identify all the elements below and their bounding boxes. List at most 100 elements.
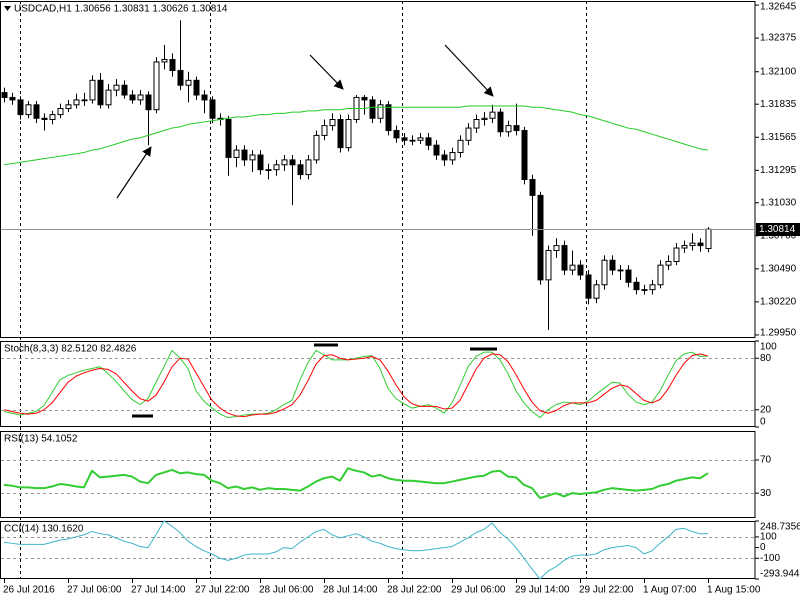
candle-body	[49, 114, 56, 120]
candle-body	[313, 134, 320, 161]
candle-body	[561, 245, 568, 271]
candle-body	[137, 94, 144, 101]
candle-body	[57, 107, 64, 116]
candle-body	[305, 159, 312, 176]
candle-body	[97, 79, 104, 106]
candle-body	[65, 104, 72, 109]
y-tick-label: 248.7356	[760, 522, 800, 533]
candle-body	[401, 137, 408, 141]
x-tick-label: 29 Jul 22:00	[579, 585, 634, 596]
candle-body	[657, 264, 664, 286]
candle-body	[321, 125, 328, 136]
pane-frame	[0, 341, 756, 427]
candle-body	[25, 104, 32, 116]
pane-title: RSI(13) 54.1052	[4, 434, 78, 445]
candle-body	[105, 89, 112, 106]
candle-body	[361, 96, 368, 101]
candle-body	[585, 274, 592, 299]
candle-body	[545, 249, 552, 281]
candle-body	[673, 247, 680, 262]
y-tick-label: 1.31565	[760, 132, 797, 143]
collapse-icon	[4, 6, 11, 11]
candle-body	[329, 118, 336, 127]
y-tick-label: 100	[760, 532, 777, 543]
candle-body	[569, 264, 576, 271]
y-tick-label: 1.30490	[760, 263, 797, 274]
indicator-line	[3, 353, 709, 418]
arrow	[309, 54, 344, 90]
y-tick-label: 30	[760, 488, 772, 499]
candle-body	[441, 154, 448, 161]
pane-frame	[0, 1, 756, 338]
y-tick-label: 80	[760, 353, 772, 364]
indicator-line	[3, 349, 709, 419]
candle-body	[185, 79, 192, 86]
candle-body	[417, 137, 424, 141]
candle-body	[425, 137, 432, 146]
candle-body	[505, 125, 512, 133]
candle-body	[1, 92, 8, 98]
candle-body	[281, 159, 288, 166]
candle-body	[289, 159, 296, 166]
candle-body	[73, 99, 80, 106]
x-tick-label: 26 Jul 2016	[3, 585, 55, 596]
candle-body	[537, 194, 544, 281]
candle-body	[89, 79, 96, 101]
candle-body	[481, 117, 488, 120]
pane-title: Stoch(8,3,3) 82.5120 82.4826	[4, 344, 137, 355]
pane-title: CCI(14) 130.1620	[4, 524, 84, 535]
x-tick-label: 27 Jul 22:00	[195, 585, 250, 596]
candle-body	[129, 94, 136, 101]
candle-body	[9, 96, 16, 101]
y-tick-label: 1.31835	[760, 99, 797, 110]
candle-body	[145, 94, 152, 111]
candle-body	[249, 154, 256, 161]
candle-body	[529, 178, 536, 196]
candle-body	[465, 127, 472, 141]
candle-body	[241, 149, 248, 161]
candle-body	[553, 245, 560, 251]
y-tick-label: -293.9443	[760, 569, 800, 580]
moving-average	[3, 105, 709, 166]
candle-body	[593, 284, 600, 299]
pane-frame	[0, 431, 756, 518]
y-tick-label: 0	[760, 417, 766, 428]
candle-body	[497, 111, 504, 133]
x-tick-label: 28 Jul 22:00	[387, 585, 442, 596]
candle-body	[345, 118, 352, 149]
candle-body	[665, 260, 672, 266]
annotations	[116, 44, 497, 418]
x-tick-label: 27 Jul 06:00	[67, 585, 122, 596]
x-tick-label: 28 Jul 14:00	[323, 585, 378, 596]
candle-body	[449, 152, 456, 161]
candle-body	[625, 269, 632, 283]
candle-body	[513, 125, 520, 132]
candle-body	[433, 144, 440, 156]
candle-body	[337, 118, 344, 149]
arrow	[116, 146, 152, 199]
candle-body	[369, 99, 376, 119]
candle-body	[113, 84, 120, 91]
candle-body	[641, 289, 648, 291]
x-tick-label: 29 Jul 14:00	[515, 585, 570, 596]
candle-body	[609, 259, 616, 271]
candle-body	[705, 228, 712, 250]
pane-title: USDCAD,H1 1.30656 1.30831 1.30626 1.3081…	[14, 4, 228, 15]
candle-body	[209, 99, 216, 119]
y-tick-label: 70	[760, 455, 772, 466]
candle-body	[121, 84, 128, 96]
y-tick-label: 1.32100	[760, 66, 797, 77]
candle-body	[177, 70, 184, 86]
candle-body	[689, 242, 696, 247]
candle-body	[633, 281, 640, 291]
candle-body	[33, 104, 40, 119]
candle-body	[681, 245, 688, 249]
candle-body	[489, 111, 496, 119]
x-tick-label: 1 Aug 15:00	[707, 585, 761, 596]
candle-body	[257, 154, 264, 171]
candle-body	[697, 242, 704, 247]
candle-body	[617, 269, 624, 272]
y-tick-label: 0	[760, 542, 766, 553]
